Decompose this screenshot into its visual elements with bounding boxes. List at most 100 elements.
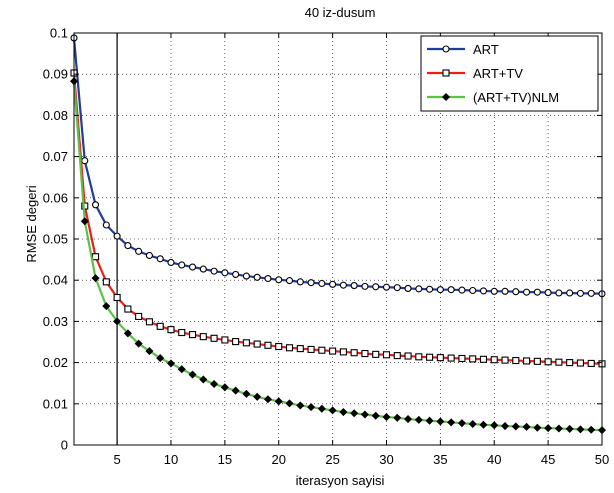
x-tick-label: 20 [272, 452, 286, 467]
data-point [274, 397, 283, 406]
data-point [329, 280, 337, 288]
data-point [242, 339, 250, 347]
data-point [339, 408, 348, 417]
data-point [156, 322, 164, 330]
data-point [242, 272, 250, 280]
data-point [372, 350, 380, 358]
data-point [576, 425, 585, 434]
data-point [102, 278, 110, 286]
data-point [134, 339, 143, 348]
legend-marker [442, 45, 450, 53]
y-tick-label: 0.06 [43, 190, 68, 205]
data-point [296, 278, 304, 286]
data-point [393, 284, 401, 292]
data-point [436, 417, 445, 426]
data-point [447, 418, 456, 427]
data-point [167, 258, 175, 267]
data-point [145, 251, 153, 260]
data-point [447, 286, 455, 294]
data-point [469, 355, 477, 363]
data-point [285, 399, 294, 408]
data-point [360, 410, 369, 419]
chart-title: 40 iz-dusum [305, 5, 376, 20]
x-axis: 5 10 15 20 25 30 35 40 45 50 [113, 33, 609, 467]
data-point [555, 289, 563, 297]
legend-label: ART [473, 42, 499, 57]
data-point [500, 422, 510, 431]
data-point [382, 283, 391, 291]
data-point [81, 157, 89, 165]
data-point [522, 422, 531, 431]
data-point [188, 263, 197, 271]
data-point [576, 289, 584, 297]
x-axis-label: iterasyon sayisi [296, 473, 385, 488]
data-point [167, 326, 175, 334]
data-point [490, 287, 498, 295]
data-point [350, 409, 359, 418]
data-point [102, 302, 111, 311]
data-point [469, 286, 477, 295]
data-point [404, 284, 412, 292]
data-point [544, 289, 552, 297]
y-tick-label: 0.08 [43, 108, 68, 123]
data-point [188, 331, 197, 339]
data-point [339, 281, 347, 289]
data-point [393, 352, 401, 360]
data-point [199, 333, 207, 341]
data-point [232, 338, 240, 346]
data-point [587, 289, 595, 297]
data-point [124, 242, 132, 250]
data-point [135, 312, 143, 321]
legend-entry: ART [427, 42, 499, 57]
series-line [72, 72, 603, 365]
data-point [102, 221, 110, 229]
data-point [199, 265, 207, 273]
data-point [544, 358, 552, 366]
data-point [166, 359, 176, 368]
legend-marker [442, 69, 450, 77]
data-point [426, 353, 434, 361]
data-point [253, 392, 262, 401]
data-point [523, 357, 531, 365]
data-point [221, 269, 229, 277]
data-point [458, 286, 466, 294]
data-point [512, 288, 520, 296]
y-tick-label: 0.05 [43, 232, 68, 247]
data-point [479, 420, 488, 429]
data-point [533, 357, 541, 365]
data-point [92, 201, 100, 209]
data-point [210, 267, 218, 275]
y-tick-label: 0.01 [43, 396, 68, 411]
series-1 [70, 69, 606, 368]
data-point [199, 375, 208, 384]
data-point [426, 285, 434, 293]
data-point [145, 347, 154, 356]
data-point [296, 345, 304, 353]
x-tick-label: 10 [164, 452, 178, 467]
data-point [264, 275, 272, 283]
y-axis-label: RMSE degeri [24, 185, 39, 262]
y-axis: 0 0.01 0.02 0.03 0.04 0.05 0.06 0.07 0.08 0.09 0.1 [43, 26, 602, 453]
data-point [307, 403, 316, 412]
data-point [490, 421, 499, 430]
data-point [372, 283, 380, 291]
x-tick-label: 15 [218, 452, 232, 467]
data-point [361, 282, 369, 290]
x-tick-label: 50 [595, 452, 609, 467]
data-point [178, 261, 186, 269]
data-point [371, 411, 380, 420]
data-point [123, 329, 132, 338]
data-point [210, 334, 218, 342]
y-tick-label: 0.09 [43, 67, 68, 82]
data-point [156, 354, 165, 363]
data-point [382, 351, 391, 359]
x-tick-label: 35 [433, 452, 447, 467]
data-point [113, 232, 121, 240]
data-point [404, 352, 412, 360]
legend-label: ART+TV [473, 66, 523, 81]
series-0 [70, 34, 606, 298]
x-tick-label: 45 [541, 452, 555, 467]
data-point [425, 416, 434, 425]
data-point [350, 349, 358, 357]
data-point [145, 318, 153, 326]
